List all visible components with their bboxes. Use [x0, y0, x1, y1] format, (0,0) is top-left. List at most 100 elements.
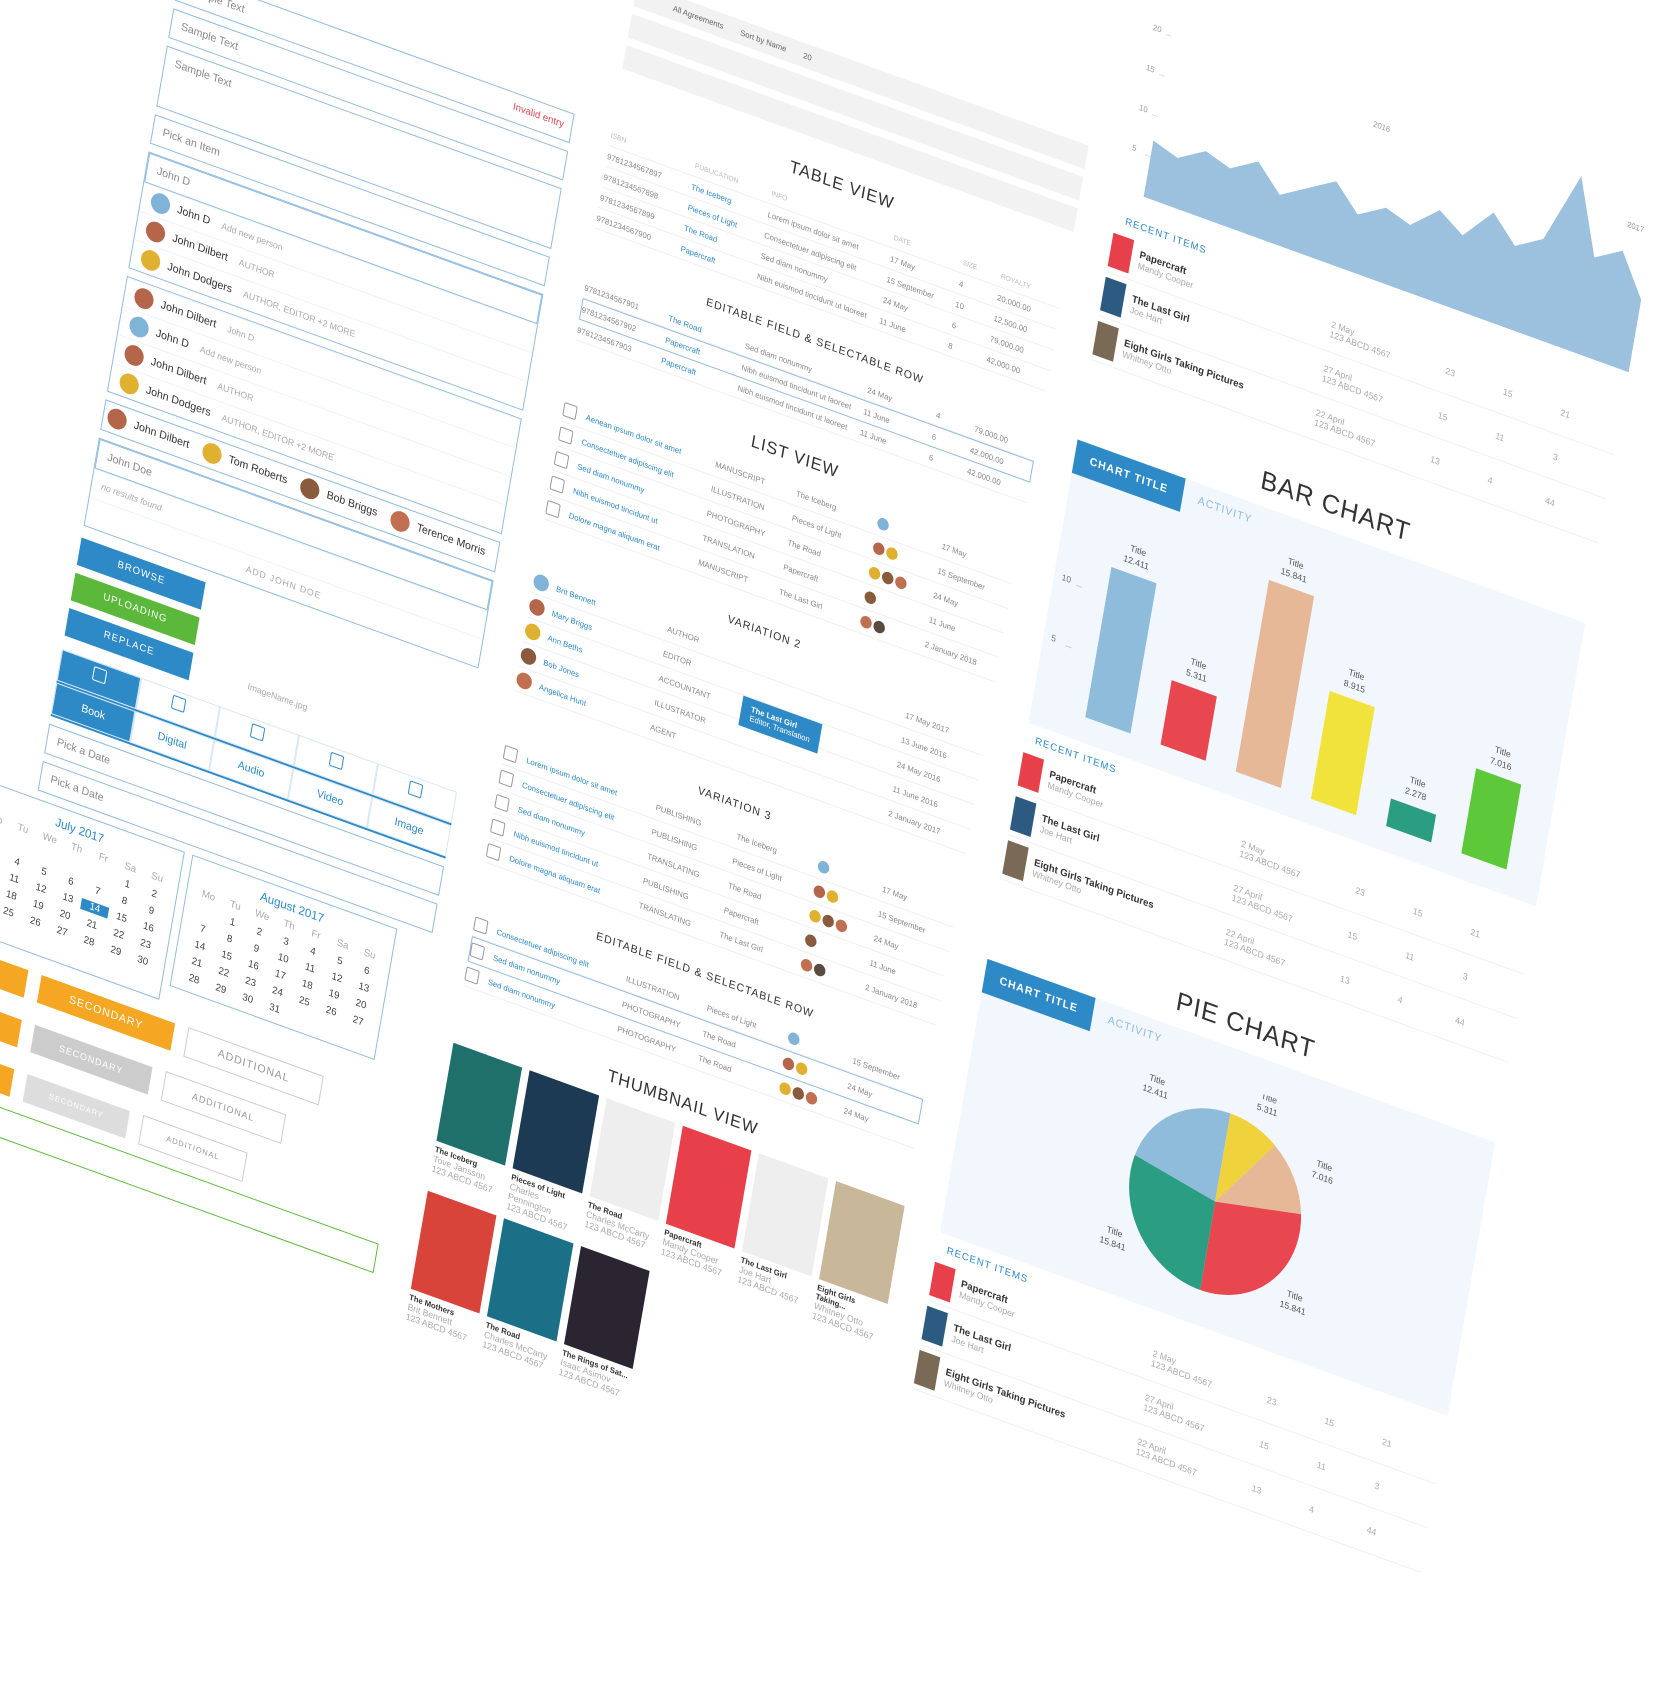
- day[interactable]: 12: [34, 881, 48, 897]
- thumbnail[interactable]: The Rings of Sat... Isaac Asimov 123 ABCD …: [558, 1246, 650, 1401]
- day[interactable]: 14: [80, 898, 110, 919]
- tag-input[interactable]: John D: [226, 323, 256, 344]
- day[interactable]: 28: [82, 934, 96, 949]
- day[interactable]: 8: [225, 933, 234, 946]
- day[interactable]: 3: [282, 935, 290, 949]
- day[interactable]: 11: [8, 872, 20, 887]
- day[interactable]: 13: [61, 891, 75, 906]
- item-people: 4: [1308, 1503, 1315, 1516]
- day[interactable]: 2: [255, 926, 263, 939]
- item-files: 15: [1346, 929, 1359, 943]
- day[interactable]: 7: [94, 885, 102, 898]
- day[interactable]: 2: [150, 888, 158, 901]
- day[interactable]: 25: [2, 905, 15, 920]
- item-count: 3: [1552, 451, 1559, 463]
- weekday: Tu: [16, 821, 30, 837]
- day[interactable]: 11: [304, 961, 316, 976]
- day[interactable]: 1: [123, 878, 131, 892]
- day: [32, 845, 61, 865]
- day[interactable]: 27: [55, 924, 69, 940]
- day[interactable]: 20: [354, 997, 368, 1012]
- bar-category: Title: [1287, 556, 1304, 571]
- day[interactable]: 25: [298, 994, 311, 1010]
- day[interactable]: 8: [120, 895, 129, 908]
- day[interactable]: 30: [136, 953, 149, 969]
- item-cover: [1017, 752, 1045, 793]
- day[interactable]: 24: [271, 984, 284, 1000]
- day[interactable]: 15: [220, 948, 233, 964]
- day[interactable]: 22: [217, 965, 230, 980]
- day[interactable]: 18: [5, 888, 18, 904]
- day[interactable]: 26: [324, 1004, 338, 1019]
- y-tick-label: 5: [1131, 143, 1137, 154]
- thumbnail[interactable]: Pieces of Light Charles Pennington 123 ABC…: [506, 1070, 599, 1235]
- thumbnail[interactable]: The Road Charles McCarty 123 ABCD 4567: [582, 1098, 676, 1263]
- thumbnail[interactable]: The Mothers Brit Bennett 123 ABCD 4567: [405, 1190, 497, 1346]
- day[interactable]: 15: [115, 910, 128, 926]
- bar-chart: 510Title12.411Title5.311Title15.841Title…: [1050, 543, 1522, 870]
- item-files: 15: [1437, 409, 1449, 423]
- day[interactable]: 23: [139, 937, 152, 952]
- day[interactable]: 18: [301, 977, 314, 993]
- item-count: 21: [1469, 926, 1481, 940]
- day: [86, 865, 115, 885]
- avatar: [298, 475, 321, 503]
- day[interactable]: 16: [247, 958, 260, 974]
- day[interactable]: 16: [142, 920, 155, 936]
- day[interactable]: 10: [277, 951, 290, 967]
- row-icon: [469, 942, 486, 961]
- day[interactable]: 5: [336, 955, 344, 968]
- avatar: [812, 962, 827, 978]
- day[interactable]: 1: [228, 916, 236, 930]
- day[interactable]: 19: [327, 987, 341, 1003]
- avatar: [118, 370, 141, 398]
- weekday: We: [254, 907, 271, 924]
- thumbnail[interactable]: The Road Charles McCarty 123 ABCD 4567: [482, 1218, 574, 1373]
- bar: [1085, 566, 1157, 734]
- day[interactable]: 28: [187, 972, 201, 987]
- toolbar-item[interactable]: 20: [802, 50, 813, 63]
- item-people: 4: [1396, 994, 1404, 1006]
- row-icon: [490, 818, 506, 837]
- day[interactable]: 6: [363, 964, 371, 978]
- toolbar-item[interactable]: Sort by Name: [739, 27, 788, 54]
- tab-icon: [249, 723, 266, 742]
- thumbnail[interactable]: Eight Girls Taking... Whitney Otto 123 ABC…: [811, 1181, 905, 1346]
- x-label: 2016: [1373, 119, 1392, 134]
- day[interactable]: 20: [58, 907, 72, 923]
- day[interactable]: 22: [112, 927, 125, 942]
- thumbnail[interactable]: The Iceberg Tove Jansson 123 ABCD 4567: [429, 1042, 523, 1208]
- toolbar-item[interactable]: All Agreements: [672, 3, 725, 31]
- day[interactable]: 27: [351, 1013, 365, 1029]
- day[interactable]: 21: [190, 955, 204, 971]
- tab-icon: [91, 666, 108, 685]
- day[interactable]: 29: [214, 982, 227, 997]
- day[interactable]: 21: [85, 917, 99, 933]
- day[interactable]: 30: [241, 991, 254, 1007]
- avatar: [799, 957, 813, 974]
- row-icon: [494, 793, 510, 813]
- day[interactable]: 4: [13, 856, 21, 869]
- weekday: Tu: [229, 898, 242, 914]
- day[interactable]: 17: [274, 968, 287, 983]
- thumbnail[interactable]: The Last Girl Joe Hart 123 ABCD 4567: [735, 1153, 829, 1318]
- day[interactable]: 31: [268, 1001, 281, 1017]
- day[interactable]: 13: [357, 980, 370, 996]
- avatar: [388, 508, 412, 535]
- avatar: [885, 545, 899, 562]
- day[interactable]: 23: [244, 975, 257, 990]
- day[interactable]: 5: [40, 865, 48, 879]
- day[interactable]: 14: [193, 939, 206, 954]
- row-icon: [464, 966, 480, 985]
- thumbnail[interactable]: Papercraft Mandy Cooper 123 ABCD 4567: [659, 1125, 752, 1291]
- day[interactable]: 9: [147, 904, 155, 918]
- day[interactable]: 29: [109, 944, 122, 959]
- day[interactable]: 6: [67, 875, 75, 889]
- day[interactable]: 19: [31, 898, 45, 913]
- day[interactable]: 12: [330, 970, 344, 986]
- day[interactable]: 9: [252, 942, 260, 956]
- day[interactable]: 7: [199, 923, 207, 936]
- avatar: [834, 917, 848, 934]
- day[interactable]: 26: [29, 914, 42, 930]
- day[interactable]: 4: [309, 945, 317, 959]
